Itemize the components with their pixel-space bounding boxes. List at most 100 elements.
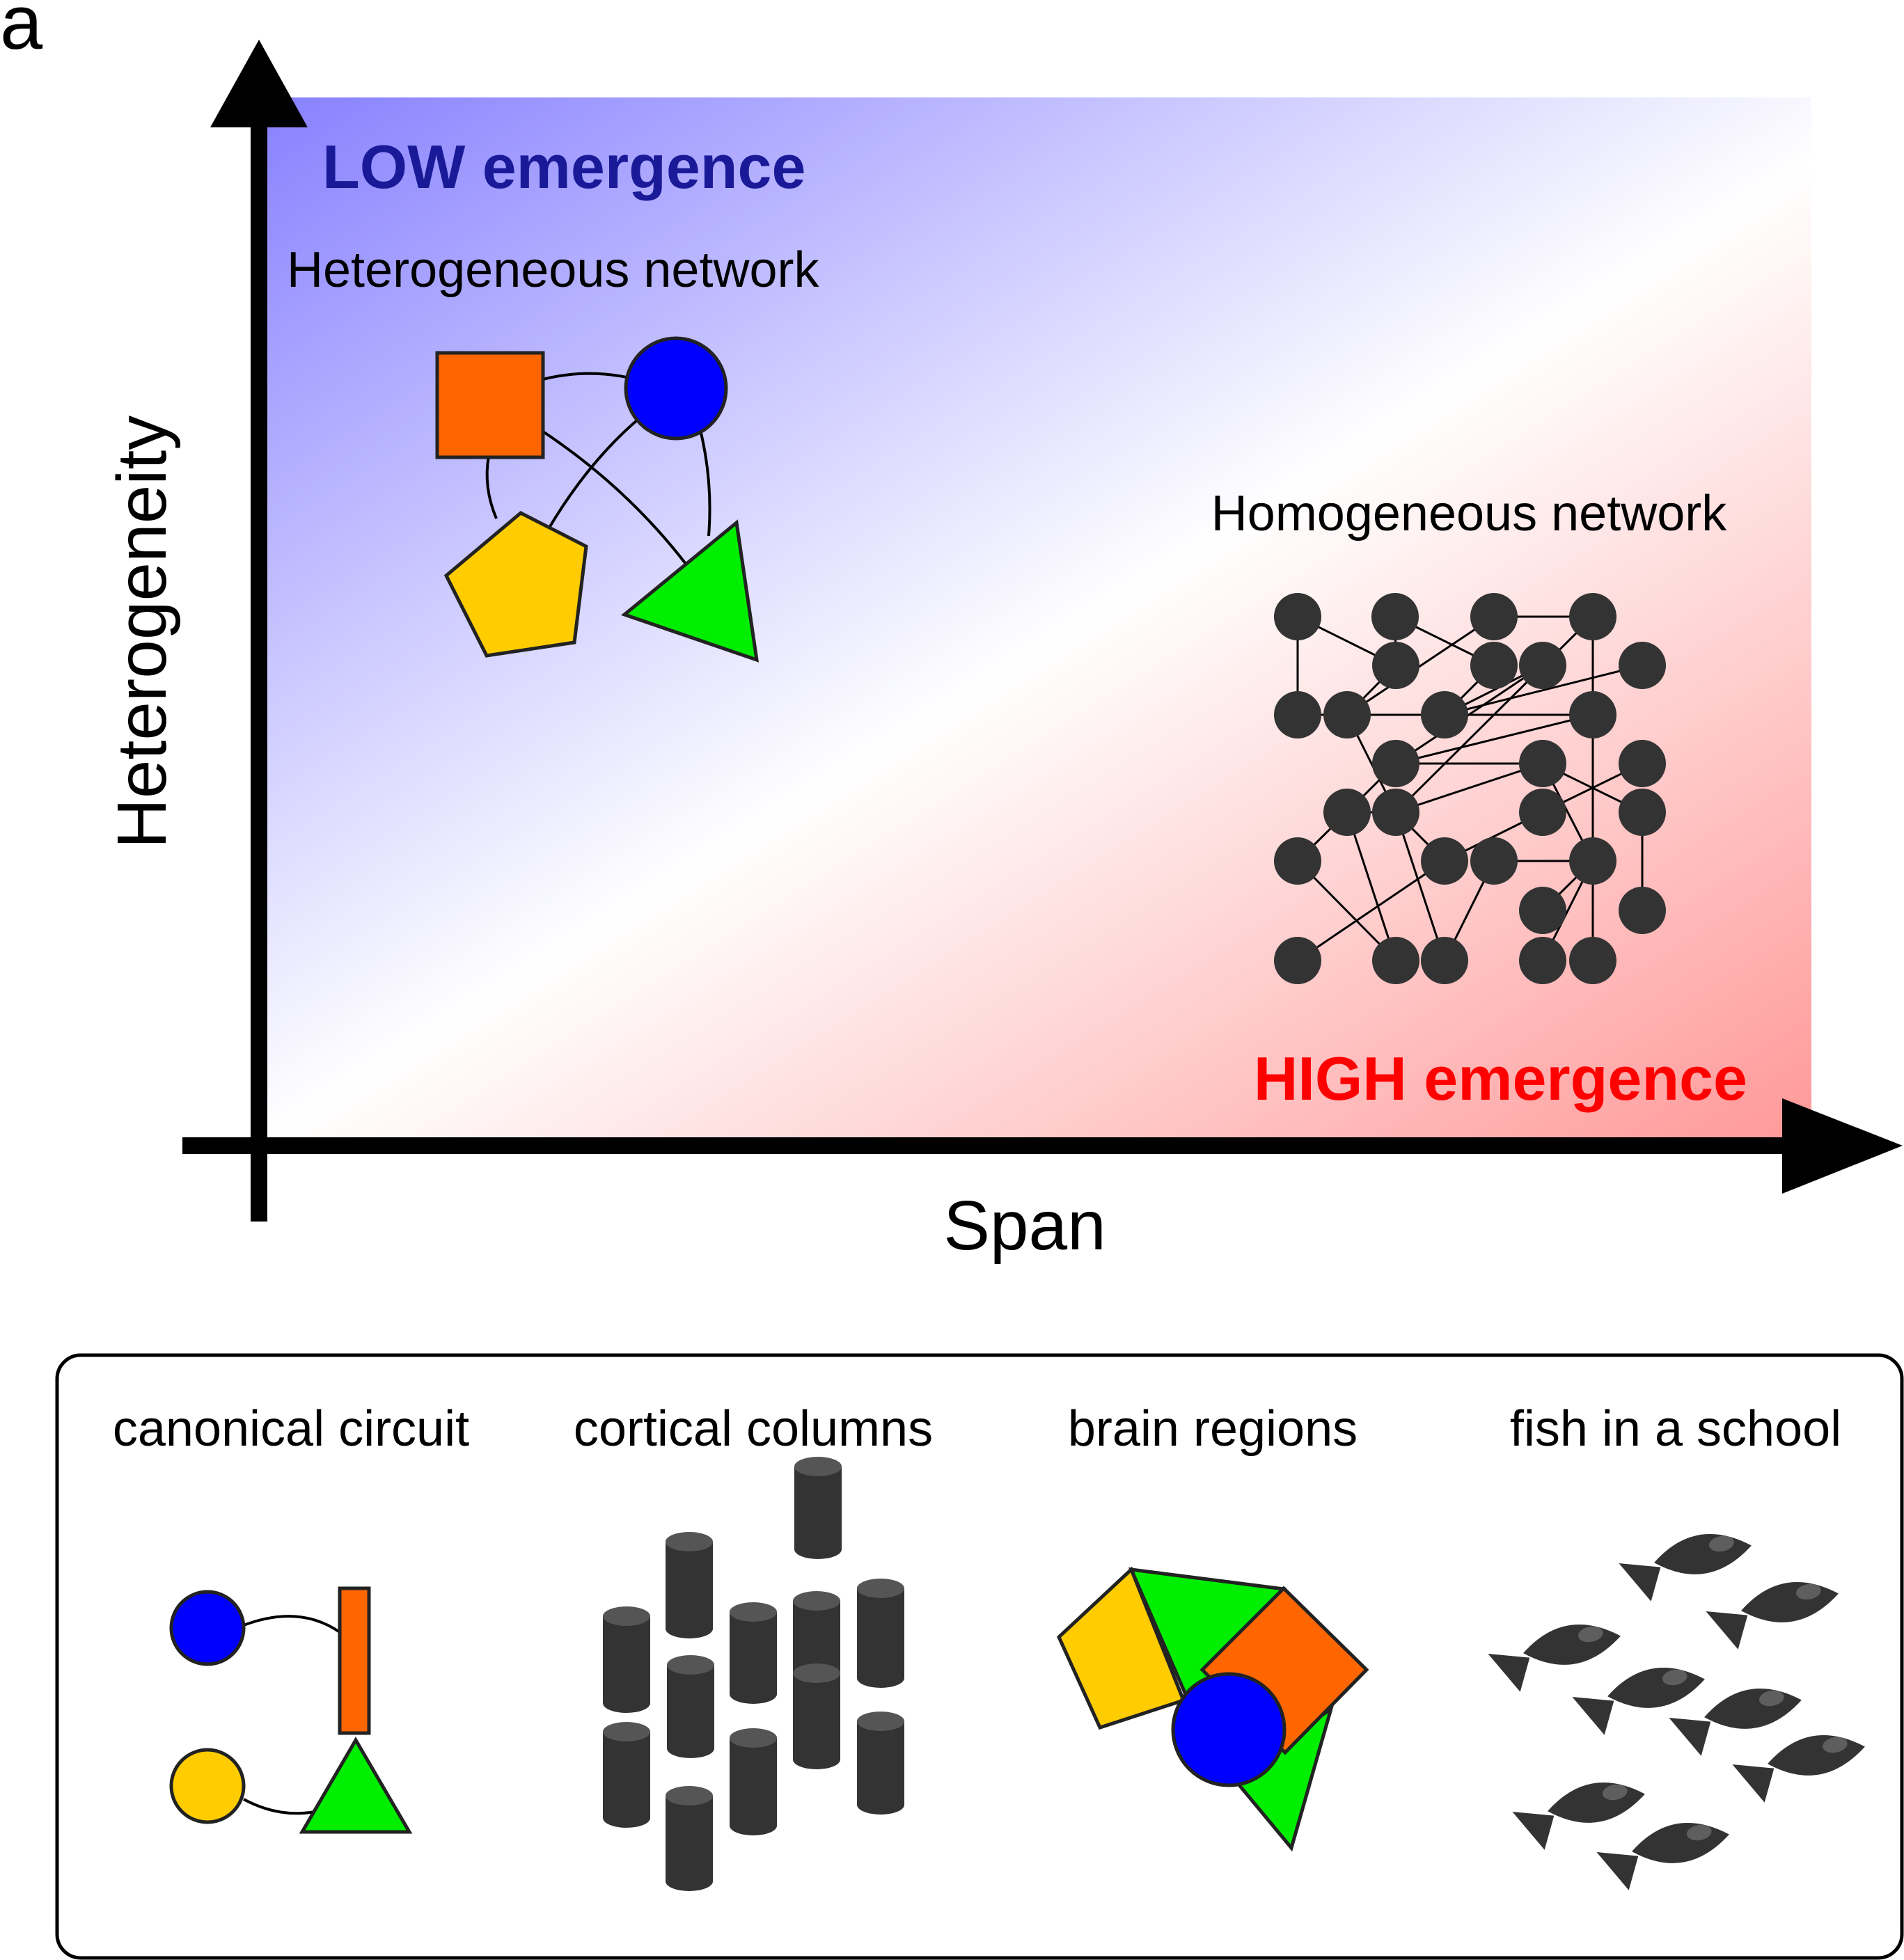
network-node xyxy=(1372,642,1419,689)
network-node xyxy=(1569,691,1616,738)
edge xyxy=(543,411,647,537)
y-axis-arrow xyxy=(210,40,308,127)
fish xyxy=(1706,1581,1839,1650)
network-node xyxy=(1421,937,1468,984)
fish-eye xyxy=(1686,1824,1712,1841)
network-node xyxy=(1274,691,1321,738)
network-node xyxy=(1371,593,1419,640)
column-top xyxy=(857,1579,904,1598)
column-top xyxy=(857,1712,904,1731)
network-node xyxy=(1421,837,1468,885)
fish-tail xyxy=(1669,1717,1711,1756)
network-node xyxy=(1274,837,1321,885)
cortical-column xyxy=(730,1602,777,1704)
yellow-region xyxy=(1056,1566,1186,1730)
column-top xyxy=(730,1602,777,1622)
column-top xyxy=(794,1457,842,1476)
high-emergence-label: HIGH emergence xyxy=(1254,1044,1747,1113)
network-node xyxy=(1519,740,1566,787)
heterogeneous-network xyxy=(435,336,760,663)
fish-eye xyxy=(1578,1626,1603,1643)
x-axis-arrow xyxy=(1782,1098,1903,1194)
network-node xyxy=(1274,593,1321,640)
network-edge xyxy=(1444,664,1643,716)
example-label-fish-school: fish in a school xyxy=(1510,1401,1841,1457)
fish xyxy=(1732,1734,1865,1803)
network-node xyxy=(1619,740,1666,787)
fish xyxy=(1596,1822,1729,1890)
column-top xyxy=(793,1663,840,1683)
cortical-column xyxy=(666,1786,713,1891)
orange-bar-node xyxy=(338,1586,371,1735)
network-node xyxy=(1619,789,1666,836)
fish-eye xyxy=(1795,1583,1821,1600)
column-body xyxy=(730,1738,777,1835)
fish-tail xyxy=(1512,1811,1555,1850)
cortical-columns-diagram xyxy=(603,1457,904,1891)
network-node xyxy=(1569,937,1616,984)
fish xyxy=(1669,1688,1802,1756)
column-body xyxy=(603,1616,650,1713)
fish-tail xyxy=(1619,1563,1661,1602)
fish-tail xyxy=(1732,1764,1775,1803)
column-top xyxy=(666,1532,713,1551)
network-node xyxy=(1519,937,1566,984)
blue-circle-node xyxy=(169,1590,246,1666)
orange-region xyxy=(1199,1586,1369,1755)
column-top xyxy=(730,1728,777,1748)
edge xyxy=(243,1615,341,1634)
cortical-column xyxy=(603,1722,650,1828)
edge xyxy=(243,1798,315,1815)
cortical-column xyxy=(603,1606,650,1713)
fish xyxy=(1572,1667,1705,1735)
network-node xyxy=(1619,887,1666,934)
cortical-column xyxy=(857,1579,904,1688)
blue-circle-node xyxy=(624,336,728,441)
example-label-canonical-circuit: canonical circuit xyxy=(113,1401,469,1457)
column-body xyxy=(730,1612,777,1704)
fish-eye xyxy=(1602,1784,1628,1801)
column-body xyxy=(667,1665,714,1758)
network-node xyxy=(1619,642,1666,689)
column-top xyxy=(793,1591,840,1611)
column-top xyxy=(666,1786,713,1805)
example-label-cortical-columns: cortical columns xyxy=(574,1401,933,1457)
examples-box xyxy=(55,1353,1904,1960)
cortical-column xyxy=(730,1728,777,1835)
fish-tail xyxy=(1488,1653,1530,1692)
network-node xyxy=(1323,789,1371,836)
column-body xyxy=(793,1673,840,1769)
network-node xyxy=(1569,593,1616,640)
green-triangle-node xyxy=(299,1737,413,1834)
canonical-circuit-diagram xyxy=(169,1586,413,1834)
yellow-circle-node xyxy=(169,1748,246,1824)
fish-tail xyxy=(1596,1851,1639,1890)
fish-eye xyxy=(1822,1737,1848,1753)
network-node xyxy=(1470,837,1518,885)
network-node xyxy=(1519,887,1566,934)
example-label-brain-regions: brain regions xyxy=(1068,1401,1358,1457)
fish-eye xyxy=(1759,1690,1784,1707)
column-top xyxy=(603,1722,650,1741)
network-node xyxy=(1421,691,1468,738)
network-edge xyxy=(1394,812,1446,961)
column-body xyxy=(666,1796,713,1891)
homogeneous-network-label: Homogeneous network xyxy=(1211,486,1727,542)
fish xyxy=(1488,1624,1621,1692)
network-node xyxy=(1470,642,1518,689)
column-top xyxy=(603,1606,650,1626)
cortical-column xyxy=(666,1532,713,1638)
network-node xyxy=(1274,937,1321,984)
column-body xyxy=(666,1542,713,1638)
network-node xyxy=(1323,691,1371,738)
y-axis-label: Heterogeneity xyxy=(103,416,181,849)
heterogeneous-network-label: Heterogeneous network xyxy=(287,242,819,298)
fish-tail xyxy=(1572,1696,1614,1735)
orange-square-node xyxy=(435,351,545,459)
blue-region xyxy=(1171,1672,1287,1787)
fish-eye xyxy=(1662,1669,1687,1686)
network-node xyxy=(1569,837,1616,885)
green-triangle-node xyxy=(620,519,760,663)
column-top xyxy=(667,1655,714,1675)
